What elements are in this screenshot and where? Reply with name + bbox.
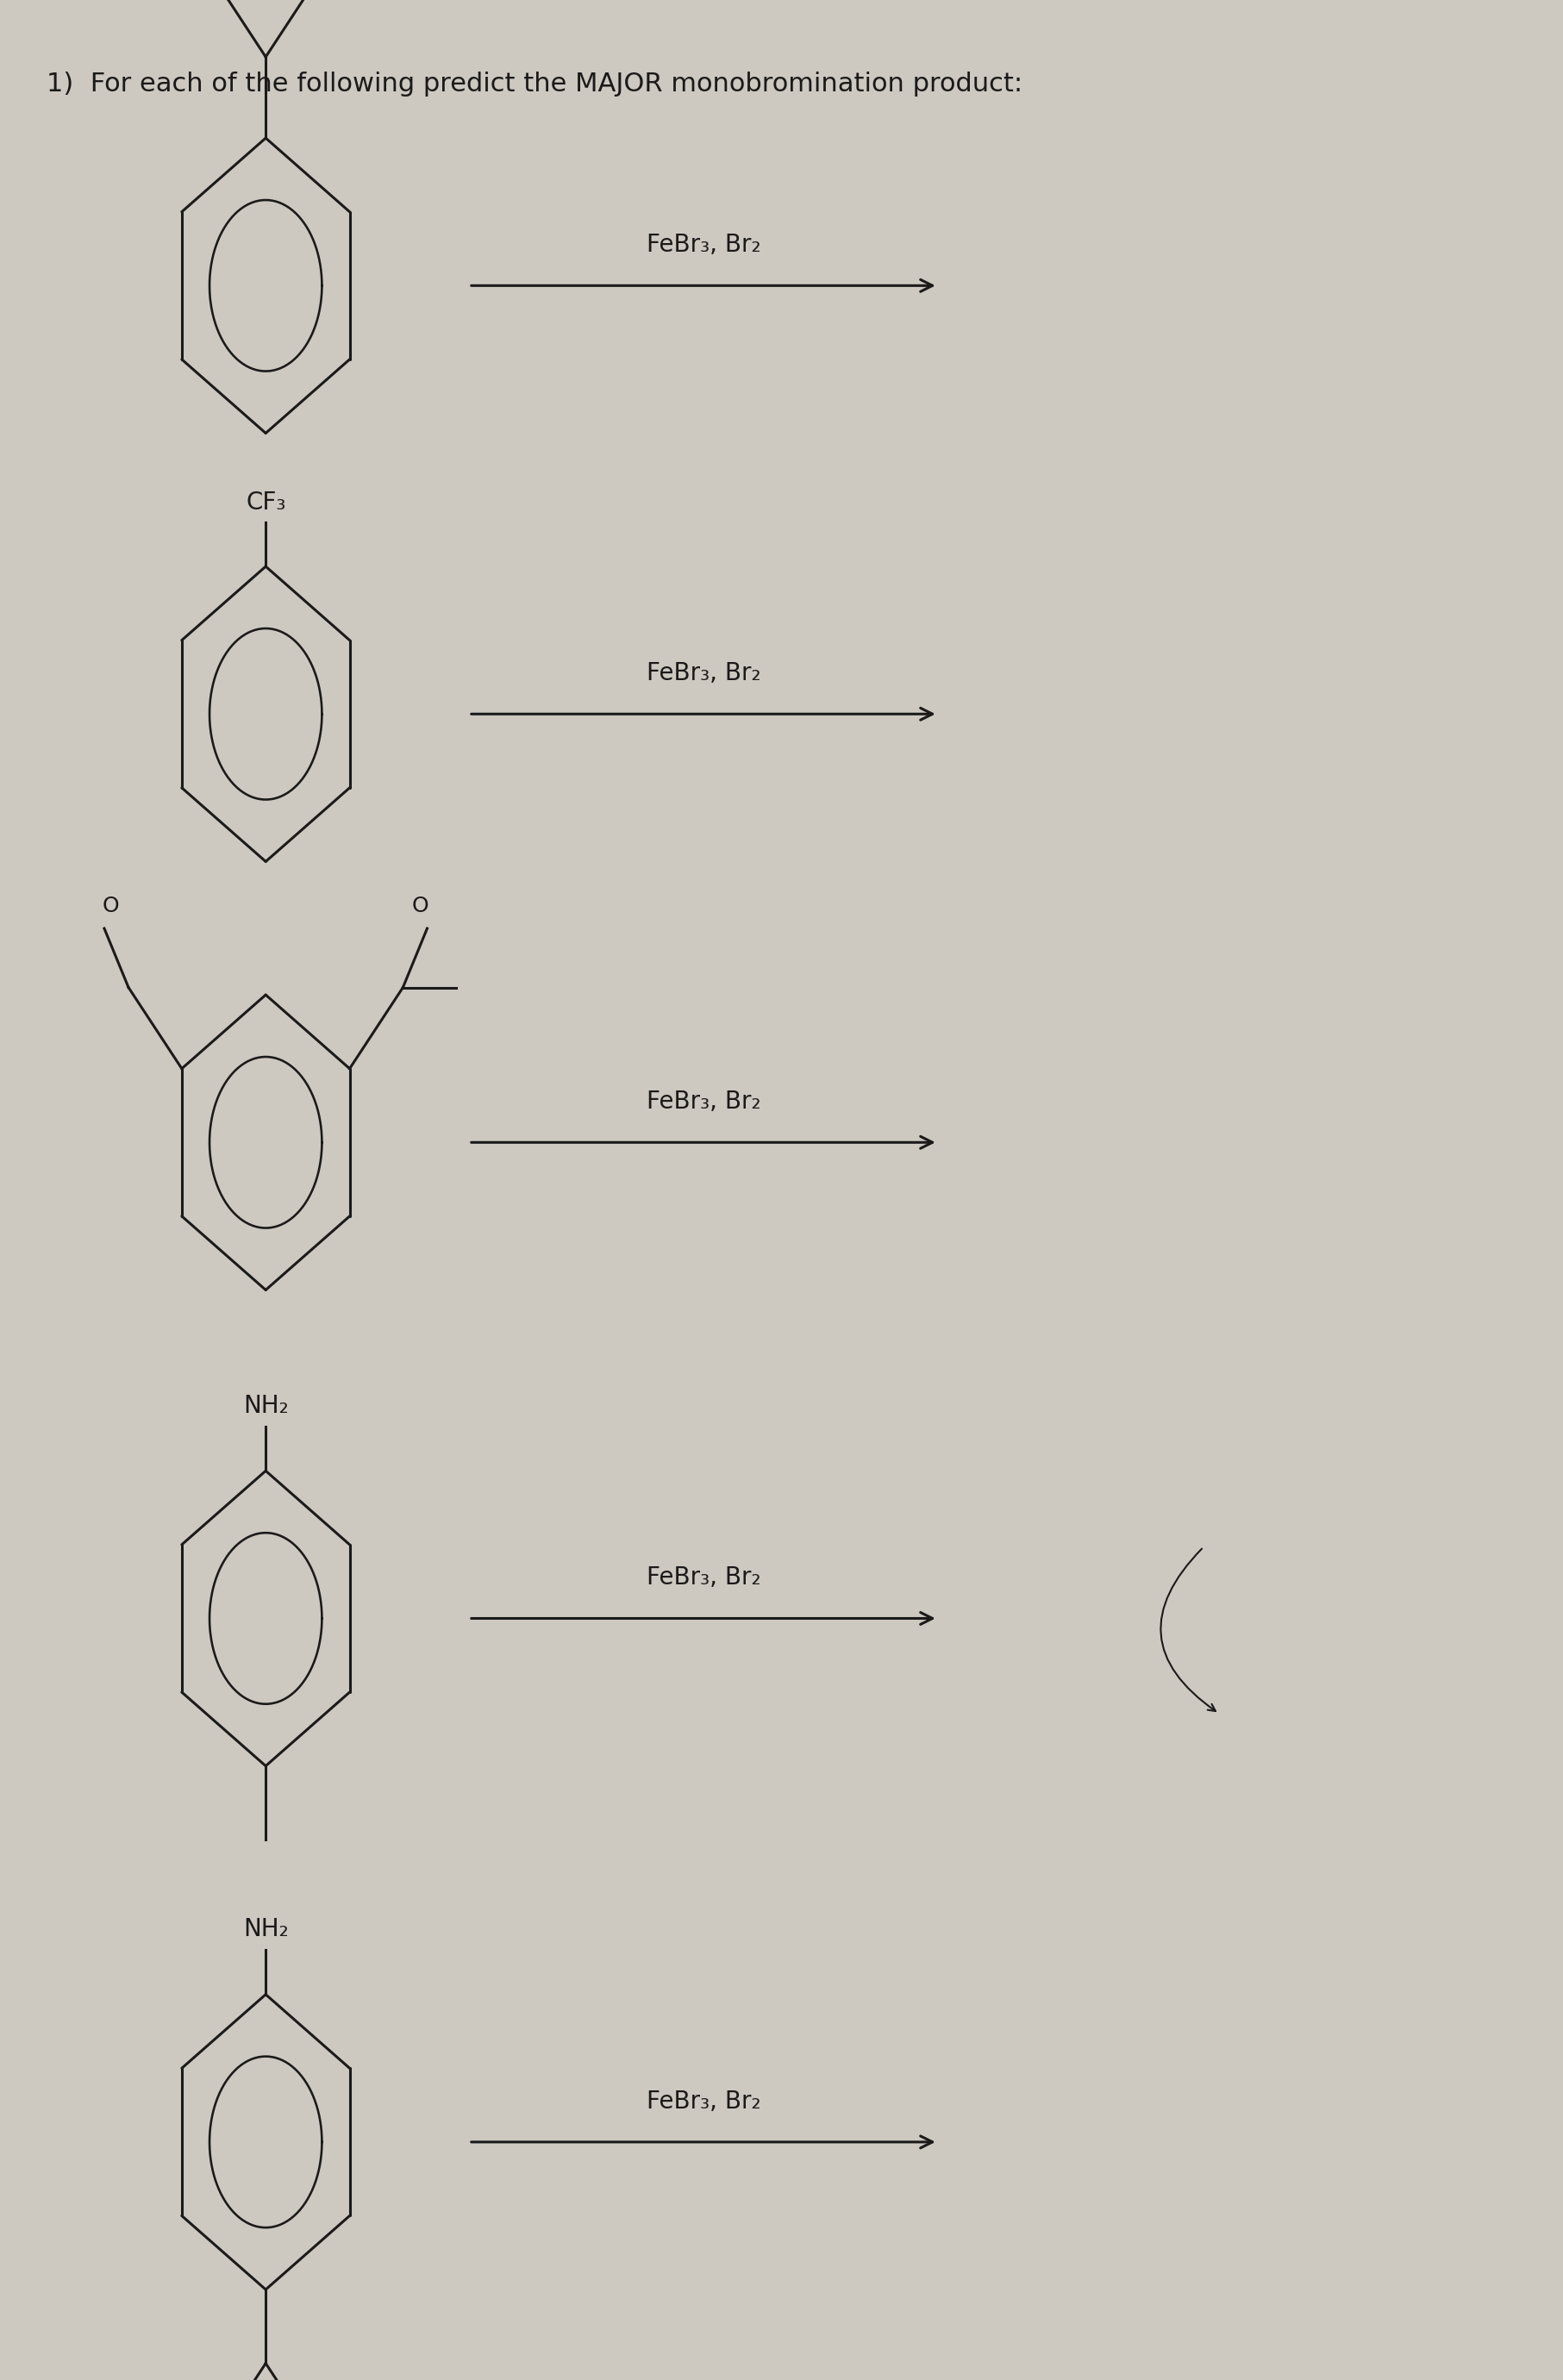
Text: FeBr₃, Br₂: FeBr₃, Br₂ xyxy=(646,662,761,685)
Text: CF₃: CF₃ xyxy=(245,490,286,514)
Text: FeBr₃, Br₂: FeBr₃, Br₂ xyxy=(646,1566,761,1590)
Text: NH₂: NH₂ xyxy=(242,1918,289,1942)
Text: O: O xyxy=(413,895,428,916)
Text: NH₂: NH₂ xyxy=(242,1395,289,1418)
Text: FeBr₃, Br₂: FeBr₃, Br₂ xyxy=(646,233,761,257)
Text: 1)  For each of the following predict the MAJOR monobromination product:: 1) For each of the following predict the… xyxy=(47,71,1022,98)
Text: O: O xyxy=(103,895,119,916)
Text: FeBr₃, Br₂: FeBr₃, Br₂ xyxy=(646,1090,761,1114)
Text: FeBr₃, Br₂: FeBr₃, Br₂ xyxy=(646,2090,761,2113)
